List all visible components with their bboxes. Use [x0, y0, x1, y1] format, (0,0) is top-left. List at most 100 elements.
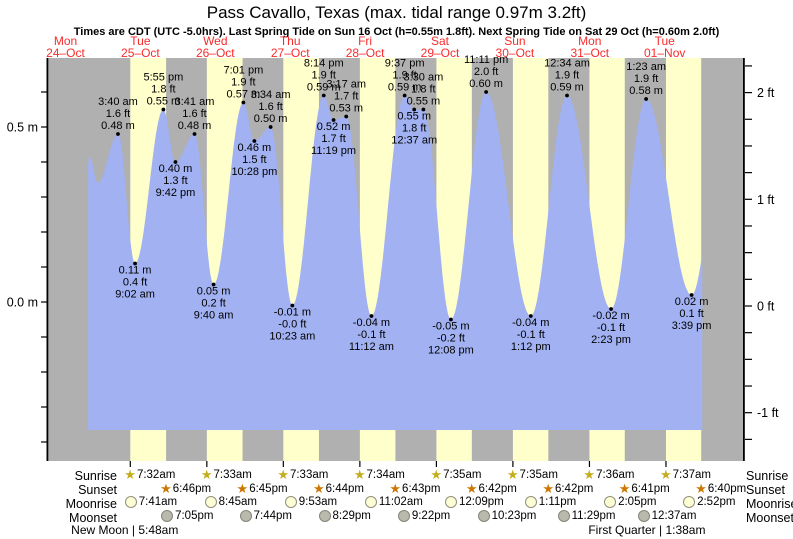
right-axis-tick	[745, 65, 752, 67]
sunset-label-right: Sunset	[746, 483, 785, 497]
tide-extreme-dot	[331, 118, 336, 122]
tide-extreme-dot	[344, 114, 349, 119]
moonrise-entry: 1:11pm	[524, 496, 576, 508]
low-tide-label: 0.11 m	[119, 265, 152, 277]
tide-extreme-dot	[268, 125, 273, 129]
sunrise-entry: ★ 7:32am	[124, 468, 175, 481]
sunrise-star-icon: ★	[200, 467, 213, 482]
tide-area-fill	[88, 92, 703, 430]
moonset-time: 8:29pm	[332, 510, 371, 522]
moonset-circle-icon	[637, 510, 650, 522]
sunset-time: 6:46pm	[172, 482, 212, 495]
left-axis-tick	[41, 406, 48, 408]
moonrise-circle-icon	[444, 496, 457, 508]
sunrise-time: 7:33am	[213, 468, 252, 481]
low-tide-label: 10:28 pm	[231, 166, 277, 178]
right-axis	[743, 58, 745, 461]
high-tide-label: 0.53 m	[329, 103, 363, 115]
left-axis-tick	[41, 266, 48, 268]
right-axis-tick	[745, 385, 752, 387]
day-date-label: 29–Oct	[421, 46, 460, 60]
low-tide-label: -0.05 m	[432, 321, 469, 333]
high-tide-label: 0.58 m	[629, 85, 663, 97]
right-axis-tick	[745, 225, 752, 227]
moonset-circle-icon	[477, 510, 490, 522]
right-axis-tick	[745, 278, 752, 280]
moonset-circle-icon	[318, 510, 331, 522]
bottom-axis-tick	[665, 461, 667, 467]
moonset-entry: 7:44pm	[239, 510, 292, 522]
left-axis-label: 0.5 m	[7, 121, 38, 135]
sunrise-entry: ★ 7:37am	[660, 468, 711, 481]
left-axis-tick	[41, 371, 48, 373]
high-tide-label: 7:01 pm	[224, 65, 264, 77]
high-tide-label: 9:37 pm	[385, 58, 425, 70]
low-tide-label: -0.0 ft	[278, 319, 306, 331]
moonrise-label-right: Moonrise	[746, 497, 793, 511]
left-axis-tick	[41, 231, 48, 233]
moonrise-time: 11:02am	[378, 496, 423, 508]
right-axis-tick	[745, 358, 752, 360]
low-tide-label: 1:12 pm	[511, 341, 551, 353]
day-date-label: 24–Oct	[46, 46, 85, 60]
high-tide-label: 1.7 ft	[334, 91, 358, 103]
tide-extreme-dot	[161, 107, 166, 112]
moonrise-entry: 9:53am	[284, 496, 337, 508]
sunrise-time: 7:36am	[596, 468, 635, 481]
bottom-axis-tick	[435, 461, 438, 467]
low-tide-label: -0.04 m	[353, 317, 390, 329]
high-tide-label: 1.6 ft	[182, 108, 206, 120]
day-date-label: 31–Oct	[570, 46, 609, 60]
bottom-axis-tick	[282, 461, 284, 467]
low-tide-label: -0.1 ft	[597, 322, 625, 334]
sunset-label-left: Sunset	[78, 483, 117, 497]
tide-extreme-dot	[192, 132, 197, 136]
tide-extreme-dot	[644, 97, 649, 101]
low-tide-label: 0.02 m	[675, 296, 709, 308]
moonrise-entry: 12:09pm	[444, 496, 504, 508]
page-title: Pass Cavallo, Texas (max. tidal range 0.…	[206, 3, 587, 22]
day-name-label: Sat	[431, 34, 450, 48]
sunrise-row: Sunrise Sunrise ★ 7:32am ★ 7:33am ★ 7:33am ★ 7:…	[0, 467, 793, 483]
bottom-axis-tick	[588, 461, 591, 467]
low-tide-label: 12:37 am	[391, 135, 437, 147]
low-tide-label: 1.5 ft	[242, 154, 266, 166]
low-tide-label: 9:42 pm	[156, 187, 196, 199]
day-date-label: 01–Nov	[644, 46, 685, 60]
right-axis-label: 2 ft	[757, 86, 775, 100]
low-tide-label: 0.55 m	[397, 111, 431, 123]
tide-extreme-dot	[449, 317, 453, 322]
sunset-time: 6:44pm	[325, 482, 364, 495]
left-axis-tick	[41, 126, 48, 128]
high-tide-label: 1.9 ft	[392, 70, 416, 82]
sunset-entry: ★ 6:41pm	[619, 482, 670, 495]
low-tide-label: 0.1 ft	[679, 308, 703, 320]
moonset-circle-icon	[397, 510, 410, 522]
right-axis-tick	[745, 145, 752, 147]
day-date-label: 30–Oct	[496, 46, 535, 60]
bottom-axis-tick	[206, 461, 208, 467]
sunrise-star-icon: ★	[583, 467, 596, 482]
low-tide-label: 0.40 m	[159, 163, 193, 175]
low-tide-label: -0.04 m	[512, 317, 549, 329]
sunrise-label-right: Sunrise	[746, 469, 789, 483]
moonset-circle-icon	[557, 510, 570, 522]
sunrise-star-icon: ★	[430, 467, 443, 482]
high-tide-label: 0.59 m	[550, 82, 584, 94]
day-name-label: Thu	[280, 34, 301, 48]
low-tide-label: 0.4 ft	[123, 277, 147, 289]
low-tide-label: 1.3 ft	[163, 175, 187, 187]
moonset-circle-icon	[161, 510, 174, 522]
page-subtitle: Times are CDT (UTC -5.0hrs). Last Spring…	[73, 26, 720, 38]
tide-extreme-dot	[369, 314, 374, 318]
high-tide-label: 0.57 m	[227, 89, 261, 101]
tide-extreme-dot	[290, 303, 295, 308]
high-tide-label: 0.55 m	[147, 96, 181, 108]
sunrise-time: 7:37am	[672, 468, 711, 481]
sunrise-entry: ★ 7:36am	[583, 468, 634, 481]
moonrise-entry: 2:52pm	[683, 496, 735, 508]
sunrise-star-icon: ★	[353, 467, 366, 482]
sunrise-label-left: Sunrise	[74, 469, 117, 483]
sunset-star-icon: ★	[236, 481, 249, 496]
high-tide-label: 3:41 am	[175, 96, 215, 108]
